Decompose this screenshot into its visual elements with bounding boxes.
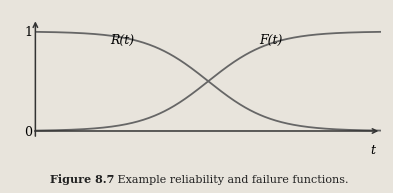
Text: t: t — [370, 144, 375, 157]
Text: R(t): R(t) — [110, 34, 134, 47]
Text: Example reliability and failure functions.: Example reliability and failure function… — [114, 175, 349, 185]
Text: Figure 8.7: Figure 8.7 — [50, 174, 114, 185]
Text: F(t): F(t) — [259, 34, 282, 47]
